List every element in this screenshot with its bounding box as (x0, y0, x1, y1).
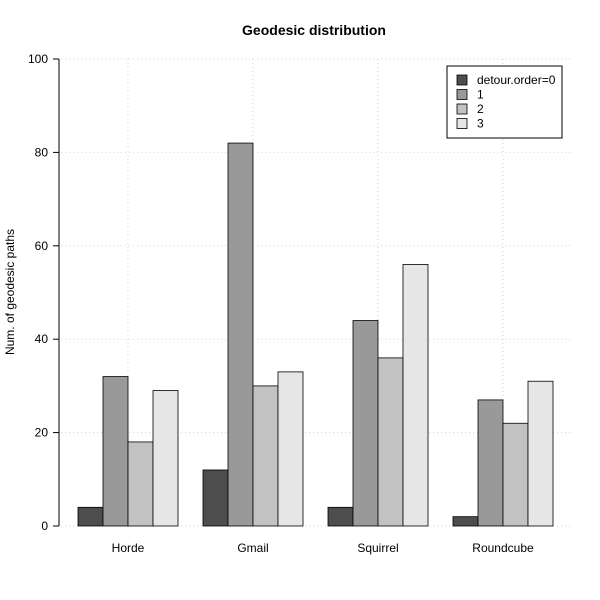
bar (102, 376, 129, 527)
legend-label: 3 (477, 117, 484, 131)
legend-label: 2 (477, 102, 484, 116)
legend-swatch (456, 103, 468, 115)
bar (77, 506, 104, 527)
y-axis-label: Num. of geodesic paths (3, 229, 17, 355)
bar (377, 357, 404, 527)
chart-title: Geodesic distribution (242, 22, 386, 38)
legend-swatch (456, 118, 468, 129)
bar (502, 422, 529, 527)
bar (477, 399, 504, 527)
bar (452, 516, 479, 527)
x-tick-label: Gmail (237, 541, 268, 555)
legend-label: detour.order=0 (477, 73, 556, 87)
legend-swatch (456, 89, 468, 100)
bar (152, 390, 179, 527)
y-tick-label: 80 (35, 145, 49, 159)
bar (202, 469, 229, 527)
x-tick-label: Roundcube (472, 541, 534, 555)
x-tick-label: Squirrel (357, 541, 398, 555)
y-axis: 0 20 40 60 80 100 (28, 52, 60, 533)
y-tick-label: 20 (35, 426, 49, 440)
bar (352, 320, 379, 527)
bar (227, 142, 254, 527)
x-axis-labels: Horde Gmail Squirrel Roundcube (112, 541, 534, 555)
bar (252, 385, 279, 527)
legend-swatch (456, 74, 468, 86)
bar (277, 371, 304, 527)
y-tick-label: 60 (35, 239, 49, 253)
bar (527, 380, 554, 527)
legend-label: 1 (477, 88, 484, 102)
bar (327, 506, 354, 527)
y-tick-label: 40 (35, 332, 49, 346)
bar (402, 264, 429, 527)
bar (127, 441, 154, 527)
bars (77, 142, 554, 527)
x-tick-label: Horde (112, 541, 145, 555)
y-tick-label: 100 (28, 52, 48, 66)
y-tick-label: 0 (41, 519, 48, 533)
